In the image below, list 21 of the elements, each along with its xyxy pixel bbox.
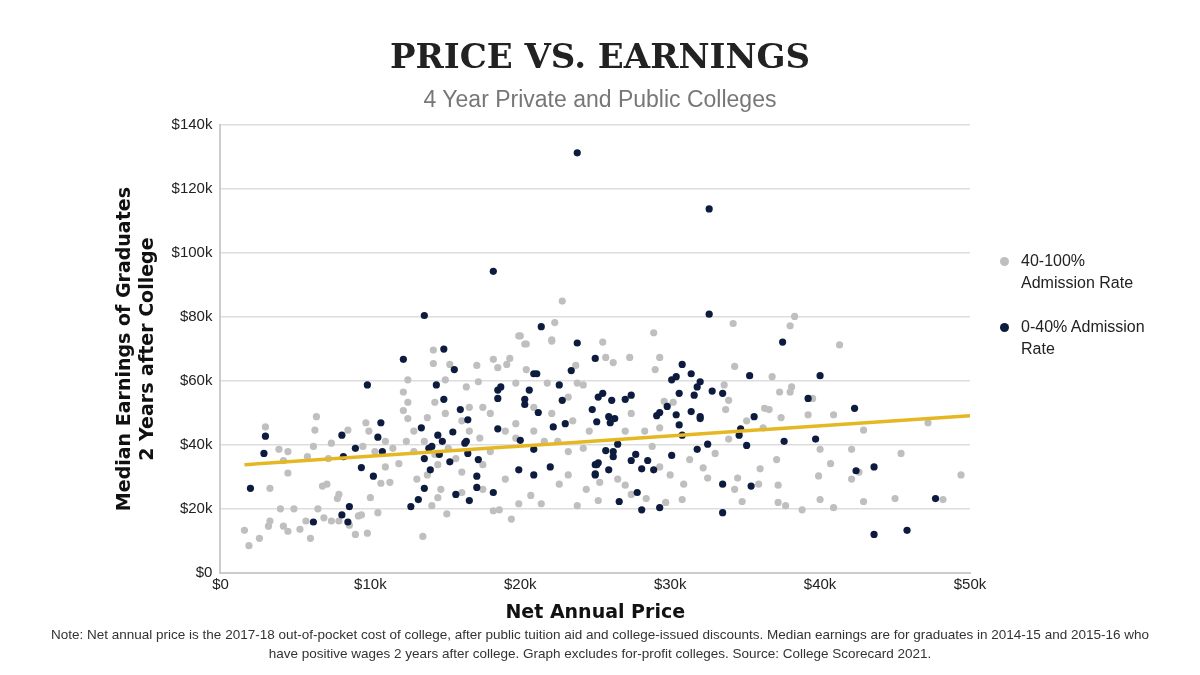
- y-tick-label: $120k: [171, 179, 213, 197]
- y-tick-label: $80k: [179, 307, 213, 325]
- y-axis-title: Median Earnings of Graduates 2 Years after College: [112, 187, 158, 512]
- x-tick-label: $30k: [653, 575, 687, 593]
- y-tick-label: $20k: [179, 499, 213, 517]
- x-tick-label: $50k: [953, 575, 987, 593]
- text: Note: Net annual price is the 2017-18 out-of-pocket cost of college, after public tuition aid and college-issued discounts. Median earnings are for graduates in 2014-15 and 2015-16 who have positive wages 2 years after college. Graph excludes for-profit colleges. Source: College Scorecard 2021.: [50, 626, 1150, 663]
- x-axis-title: Net Annual Price: [505, 599, 686, 622]
- y-tick-label: $60k: [179, 371, 213, 389]
- chart-subtitle: 4 Year Private and Public Colleges: [422, 86, 778, 113]
- legend-label: 40-100% Admission Rate: [1021, 251, 1135, 293]
- x-tick-label: $0: [212, 575, 229, 593]
- x-tick-label: $40k: [803, 575, 837, 593]
- y-tick-label: $100k: [171, 243, 213, 261]
- y-tick-label: $140k: [171, 115, 213, 133]
- x-tick-label: $10k: [354, 575, 388, 593]
- chart-title: PRICE VS. EARNINGS: [388, 36, 812, 76]
- legend-label: 0-40% Admission Rate: [1021, 317, 1146, 359]
- y-tick-label: $0: [195, 563, 213, 581]
- x-tick-label: $20k: [504, 575, 538, 593]
- y-tick-label: $40k: [179, 435, 213, 453]
